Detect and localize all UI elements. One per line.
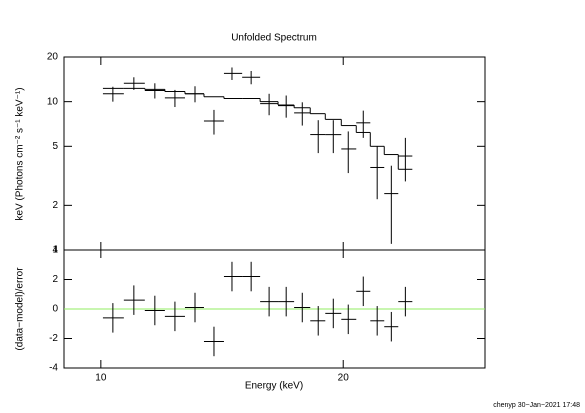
x-axis-label: Energy (keV) bbox=[245, 381, 303, 392]
y-tick-label: 1 bbox=[52, 245, 58, 256]
y-axis-label: (data−model)/error bbox=[15, 267, 26, 351]
x-tick-label: 10 bbox=[95, 373, 107, 384]
x-tick-label: 20 bbox=[338, 373, 350, 384]
y-tick-label: 0 bbox=[52, 304, 58, 315]
y-tick-label: 2 bbox=[52, 274, 58, 285]
y-tick-label: 4 bbox=[52, 245, 58, 256]
plot-frame bbox=[63, 56, 486, 251]
y-axis-label: keV (Photons cm⁻² s⁻¹ keV⁻¹) bbox=[15, 87, 26, 220]
y-tick-label: 2 bbox=[52, 200, 58, 211]
y-tick-label: -2 bbox=[49, 333, 58, 344]
y-tick-label: 10 bbox=[47, 96, 59, 107]
y-tick-label: 20 bbox=[47, 52, 59, 63]
chart-title: Unfolded Spectrum bbox=[231, 33, 317, 44]
footer: chenyp 30−Jan−2021 17:48 bbox=[493, 402, 580, 409]
y-tick-label: 5 bbox=[52, 141, 58, 152]
y-tick-label: -4 bbox=[49, 363, 58, 374]
